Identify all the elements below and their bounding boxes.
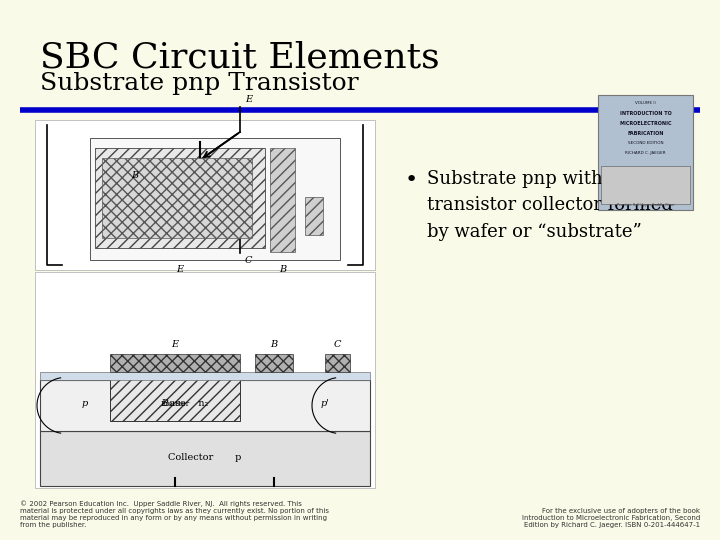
Text: Collector       p: Collector p: [168, 454, 242, 462]
Bar: [255, 354, 293, 372]
Bar: [95, 148, 265, 248]
Text: MICROELECTRONIC: MICROELECTRONIC: [619, 121, 672, 126]
Text: Emitter: Emitter: [161, 400, 189, 408]
Text: •: •: [405, 170, 418, 190]
Bar: [90, 138, 340, 260]
Text: FABRICATION: FABRICATION: [627, 131, 664, 136]
Text: B: B: [271, 340, 278, 349]
Text: For the exclusive use of adopters of the book
Introduction to Microelectronic Fa: For the exclusive use of adopters of the…: [522, 508, 700, 528]
Bar: [325, 354, 350, 372]
Text: RICHARD C. JAEGER: RICHARD C. JAEGER: [625, 151, 666, 155]
Bar: [102, 158, 252, 238]
Text: Substrate pnp Transistor: Substrate pnp Transistor: [40, 72, 359, 95]
Text: INTRODUCTION TO: INTRODUCTION TO: [620, 111, 671, 116]
Bar: [35, 120, 375, 270]
Bar: [110, 379, 240, 421]
Text: © 2002 Pearson Education Inc.  Upper Saddle River, NJ.  All rights reserved. Thi: © 2002 Pearson Education Inc. Upper Sadd…: [20, 501, 329, 528]
Text: p: p: [82, 399, 88, 408]
Bar: [40, 380, 370, 431]
Bar: [40, 372, 370, 380]
Text: Prentice Hall Upper Saddle River: Prentice Hall Upper Saddle River: [617, 203, 675, 207]
Bar: [40, 431, 370, 486]
Text: B: B: [279, 265, 287, 274]
Bar: [35, 272, 375, 488]
Bar: [305, 197, 323, 235]
Text: C: C: [334, 340, 341, 349]
Text: E: E: [245, 95, 252, 104]
Text: Substrate pnp with
transistor collector formed
by wafer or “substrate”: Substrate pnp with transistor collector …: [427, 170, 673, 241]
Text: E: E: [176, 265, 184, 274]
Text: E: E: [171, 340, 179, 349]
Text: B: B: [131, 171, 138, 179]
Text: C: C: [245, 256, 253, 265]
Bar: [601, 166, 690, 204]
Text: VOLUME II: VOLUME II: [635, 101, 656, 105]
Text: SECOND EDITION: SECOND EDITION: [628, 141, 663, 145]
Text: Base    n₂: Base n₂: [162, 399, 208, 408]
Text: SBC Circuit Elements: SBC Circuit Elements: [40, 40, 440, 74]
Bar: [598, 95, 693, 210]
Text: p': p': [320, 399, 330, 408]
Bar: [270, 148, 295, 252]
Bar: [110, 354, 240, 372]
